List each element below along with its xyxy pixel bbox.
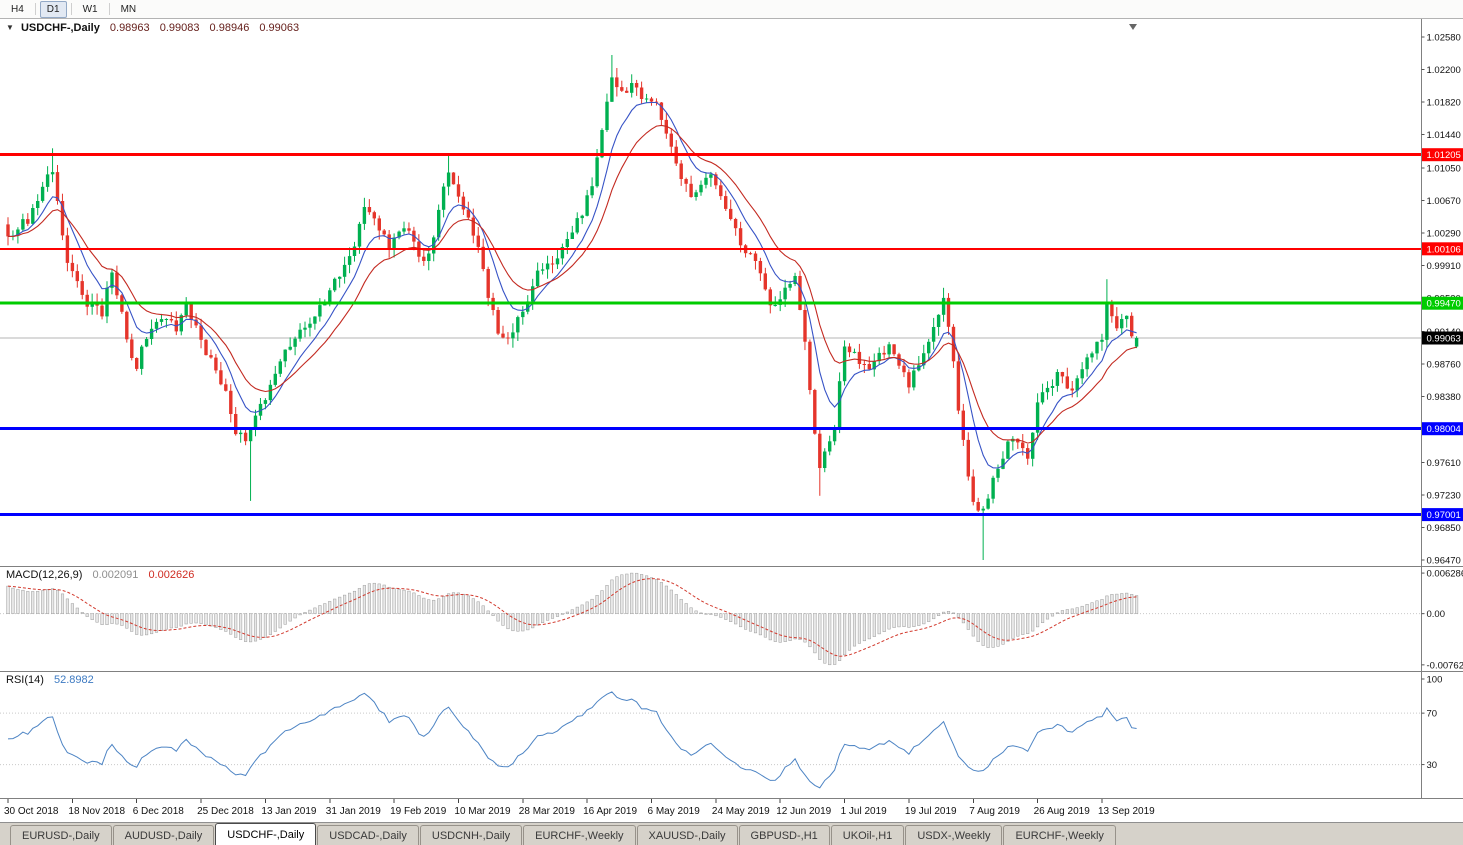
- rsi-axis[interactable]: 100 70 30: [1421, 675, 1443, 772]
- date-tick-label: 31 Jan 2019: [326, 806, 381, 817]
- price-tick-label: 0.96850: [1427, 523, 1461, 534]
- chart-tab-usdcnh-daily[interactable]: USDCNH-,Daily: [419, 825, 523, 845]
- chart-tab-eurusd-daily[interactable]: EURUSD-,Daily: [10, 825, 112, 845]
- axis-label-bid-price: 0.99063: [1422, 331, 1463, 345]
- macd-axis-label: 0.00: [1427, 609, 1446, 620]
- macd-histogram: [6, 572, 1139, 666]
- date-tick-label: 19 Jul 2019: [905, 806, 957, 817]
- date-axis[interactable]: 30 Oct 2018 18 Nov 2018 6 Dec 2018 25 Dec 2…: [4, 799, 1155, 817]
- date-tick-label: 6 May 2019: [648, 806, 701, 817]
- date-tick-label: 6 Dec 2018: [133, 806, 185, 817]
- chart-tab-usdcad-daily[interactable]: USDCAD-,Daily: [317, 825, 419, 845]
- chart-tab-ukoil-h1[interactable]: UKOil-,H1: [830, 825, 905, 845]
- toolbar-separator: [70, 3, 72, 15]
- price-axis[interactable]: 1.02580 1.02200 1.01820 1.01440 1.01050 1.006…: [1421, 19, 1463, 799]
- svg-text:1.00106: 1.00106: [1427, 244, 1461, 255]
- ma-slow-line: [8, 124, 1137, 444]
- svg-text:0.97001: 0.97001: [1427, 510, 1461, 521]
- chart-shift-marker[interactable]: [1129, 24, 1137, 30]
- price-tick-label: 0.98760: [1427, 360, 1461, 371]
- date-tick-label: 28 Mar 2019: [519, 806, 576, 817]
- toolbar-separator: [108, 3, 110, 15]
- date-tick-label: 24 May 2019: [712, 806, 770, 817]
- timeframe-button-mn[interactable]: MN: [120, 3, 137, 15]
- price-tick-label: 1.00290: [1427, 229, 1461, 240]
- chart-tabbar: EURUSD-,Daily AUDUSD-,Daily USDCHF-,Daily U…: [0, 822, 1463, 845]
- price-tick-label: 0.97230: [1427, 490, 1461, 501]
- date-tick-label: 13 Jan 2019: [261, 806, 316, 817]
- rsi-axis-label: 30: [1427, 760, 1438, 771]
- date-tick-label: 10 Mar 2019: [454, 806, 511, 817]
- svg-text:0.99063: 0.99063: [1427, 334, 1461, 345]
- date-tick-label: 12 Jun 2019: [776, 806, 831, 817]
- macd-axis[interactable]: 0.006286 0.00 -0.00762: [1421, 569, 1463, 672]
- ma-fast-line: [7, 101, 1137, 469]
- chart-window[interactable]: 1.02580 1.02200 1.01820 1.01440 1.01050 1.006…: [0, 19, 1463, 822]
- candles-layer: [6, 55, 1139, 560]
- price-tick-label: 0.99910: [1427, 261, 1461, 272]
- rsi-axis-label: 70: [1427, 709, 1438, 720]
- axis-label-level-1.00106: 1.00106: [1422, 242, 1463, 256]
- date-tick-label: 18 Nov 2018: [68, 806, 125, 817]
- date-tick-label: 25 Dec 2018: [197, 806, 254, 817]
- price-tick-label: 1.02580: [1427, 33, 1461, 44]
- svg-text:1.01205: 1.01205: [1427, 150, 1461, 161]
- macd-axis-label: -0.00762: [1427, 660, 1463, 671]
- price-tick-label: 1.01820: [1427, 98, 1461, 109]
- price-tick-label: 0.98380: [1427, 392, 1461, 403]
- chart-tab-gbpusd-h1[interactable]: GBPUSD-,H1: [738, 825, 830, 845]
- chart-tab-audusd-daily[interactable]: AUDUSD-,Daily: [112, 825, 215, 845]
- chart-tab-eurchf-weekly[interactable]: EURCHF-,Weekly: [1003, 825, 1116, 845]
- moving-averages-layer: [7, 101, 1137, 469]
- timeframe-button-w1[interactable]: W1: [82, 3, 98, 15]
- chart-tab-usdchf-daily[interactable]: USDCHF-,Daily: [215, 823, 317, 845]
- date-tick-label: 16 Apr 2019: [583, 806, 637, 817]
- macd-axis-label: 0.006286: [1427, 569, 1463, 580]
- price-tick-label: 1.01050: [1427, 163, 1461, 174]
- svg-text:0.98004: 0.98004: [1427, 424, 1461, 435]
- price-tick-label: 0.96470: [1427, 556, 1461, 567]
- rsi-axis-label: 100: [1427, 675, 1443, 686]
- svg-text:0.99470: 0.99470: [1427, 299, 1461, 310]
- date-tick-label: 26 Aug 2019: [1034, 806, 1091, 817]
- date-tick-label: 7 Aug 2019: [969, 806, 1020, 817]
- horizontal-levels-layer[interactable]: [0, 153, 1422, 517]
- axis-label-level-0.99470: 0.99470: [1422, 296, 1463, 310]
- axis-label-level-0.98004: 0.98004: [1422, 422, 1463, 436]
- macd-signal-line: [7, 578, 1137, 657]
- price-tick-label: 1.00670: [1427, 196, 1461, 207]
- price-tick-label: 1.02200: [1427, 65, 1461, 76]
- rsi-line: [7, 691, 1137, 789]
- chart-canvas[interactable]: 1.02580 1.02200 1.01820 1.01440 1.01050 1.006…: [0, 19, 1463, 822]
- chart-tab-usdx-weekly[interactable]: USDX-,Weekly: [905, 825, 1003, 845]
- toolbar-separator: [34, 3, 36, 15]
- chart-tab-xauusd-daily[interactable]: XAUUSD-,Daily: [636, 825, 738, 845]
- date-tick-label: 30 Oct 2018: [4, 806, 59, 817]
- axis-label-level-0.97001: 0.97001: [1422, 508, 1463, 522]
- price-tick-label: 0.97610: [1427, 458, 1461, 469]
- date-tick-label: 19 Feb 2019: [390, 806, 447, 817]
- date-tick-label: 1 Jul 2019: [841, 806, 888, 817]
- price-tick-label: 1.01440: [1427, 130, 1461, 141]
- axis-label-level-1.01205: 1.01205: [1422, 148, 1463, 162]
- date-tick-label: 13 Sep 2019: [1098, 806, 1155, 817]
- timeframe-button-d1[interactable]: D1: [39, 0, 67, 18]
- timeframe-toolbar: H4 D1 W1 MN: [0, 0, 1463, 19]
- chart-tab-eurchf-weekly[interactable]: EURCHF-,Weekly: [523, 825, 636, 845]
- timeframe-button-h4[interactable]: H4: [11, 3, 24, 15]
